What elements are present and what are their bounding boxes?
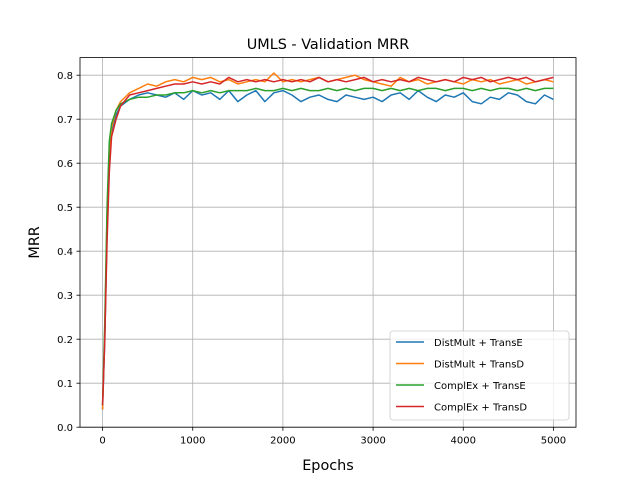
y-tick-label: 0.6 xyxy=(57,159,73,170)
y-tick-label: 0.4 xyxy=(57,247,73,258)
y-tick-label: 0.0 xyxy=(57,423,73,434)
x-tick-label: 3000 xyxy=(360,436,385,447)
legend: DistMult + TransE DistMult + TransD ComplE… xyxy=(389,330,570,421)
x-tick-label: 2000 xyxy=(270,436,295,447)
grid xyxy=(80,57,576,428)
chart-title: UMLS - Validation MRR xyxy=(247,37,410,53)
y-tick-label: 0.8 xyxy=(57,71,73,82)
legend-label: DistMult + TransD xyxy=(434,359,524,370)
x-tick-label: 5000 xyxy=(541,436,566,447)
x-tick-label: 4000 xyxy=(451,436,476,447)
series-line-complex-transd xyxy=(101,76,554,406)
x-tick-label: 1000 xyxy=(180,436,205,447)
series-lines xyxy=(101,72,554,410)
y-axis-label: MRR xyxy=(27,226,43,258)
y-tick-label: 0.3 xyxy=(57,291,73,302)
series-line-distmult-transe xyxy=(101,89,554,410)
y-tick-label: 0.7 xyxy=(57,115,73,126)
y-tick-label: 0.5 xyxy=(57,203,73,214)
legend-label: ComplEx + TransD xyxy=(434,402,527,413)
x-axis-label: Epochs xyxy=(302,458,354,474)
plot-frame xyxy=(79,57,577,428)
series-line-complex-transe xyxy=(101,87,554,406)
y-tick-label: 0.1 xyxy=(57,379,73,390)
legend-box xyxy=(389,330,570,421)
x-tick-label: 0 xyxy=(99,436,105,447)
y-tick-label: 0.2 xyxy=(57,335,73,346)
ticks: 0 1000 2000 3000 4000 5000 0.0 0.1 0.2 0.3 0.4 0.5 0… xyxy=(57,71,566,447)
legend-label: DistMult + TransE xyxy=(434,338,523,349)
legend-label: ComplEx + TransE xyxy=(434,381,526,392)
